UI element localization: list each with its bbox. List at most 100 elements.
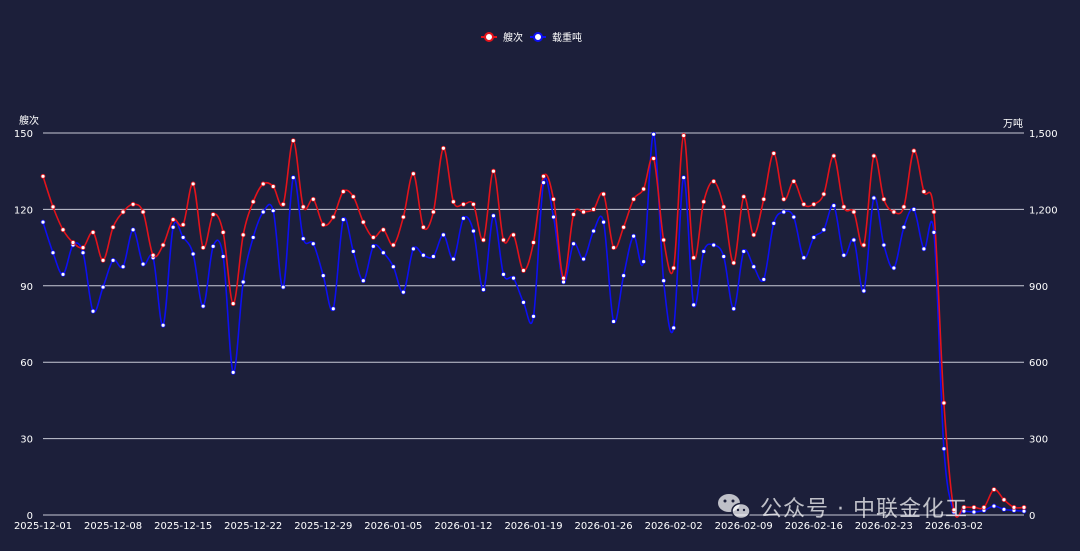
data-point-dwt[interactable]	[871, 195, 877, 201]
data-point-ships[interactable]	[541, 173, 546, 179]
data-point-ships[interactable]	[691, 255, 697, 261]
data-point-dwt[interactable]	[400, 289, 406, 295]
data-point-ships[interactable]	[380, 227, 386, 233]
data-point-dwt[interactable]	[491, 213, 496, 219]
data-point-ships[interactable]	[781, 196, 787, 202]
data-point-ships[interactable]	[471, 201, 476, 207]
data-point-ships[interactable]	[481, 237, 486, 243]
data-point-dwt[interactable]	[110, 257, 116, 263]
data-point-dwt[interactable]	[721, 254, 727, 259]
data-point-ships[interactable]	[511, 232, 516, 238]
data-point-ships[interactable]	[881, 196, 887, 202]
data-point-ships[interactable]	[531, 240, 536, 245]
data-point-dwt[interactable]	[250, 235, 256, 240]
data-point-dwt[interactable]	[60, 271, 66, 277]
data-point-ships[interactable]	[791, 178, 797, 184]
data-point-dwt[interactable]	[561, 279, 566, 285]
data-point-dwt[interactable]	[661, 278, 667, 284]
data-point-dwt[interactable]	[971, 509, 977, 515]
data-point-dwt[interactable]	[641, 259, 647, 265]
data-point-dwt[interactable]	[581, 256, 586, 262]
data-point-ships[interactable]	[130, 201, 136, 207]
data-point-ships[interactable]	[931, 209, 937, 215]
data-point-dwt[interactable]	[771, 221, 777, 226]
data-point-ships[interactable]	[1011, 504, 1017, 510]
data-point-dwt[interactable]	[841, 252, 847, 258]
data-point-dwt[interactable]	[390, 264, 396, 270]
data-point-ships[interactable]	[711, 178, 717, 184]
data-point-dwt[interactable]	[711, 242, 717, 248]
data-point-ships[interactable]	[861, 242, 867, 248]
data-point-ships[interactable]	[841, 204, 847, 210]
data-point-ships[interactable]	[1021, 504, 1027, 510]
data-point-ships[interactable]	[140, 209, 146, 215]
data-point-ships[interactable]	[300, 204, 306, 210]
data-point-dwt[interactable]	[701, 249, 707, 254]
data-point-ships[interactable]	[641, 186, 647, 192]
data-point-dwt[interactable]	[591, 228, 596, 234]
data-point-dwt[interactable]	[130, 227, 136, 233]
data-point-dwt[interactable]	[671, 325, 677, 331]
data-point-ships[interactable]	[521, 268, 526, 273]
data-point-dwt[interactable]	[210, 243, 216, 249]
data-point-ships[interactable]	[190, 181, 196, 187]
data-point-ships[interactable]	[891, 209, 897, 215]
data-point-dwt[interactable]	[481, 287, 486, 293]
data-point-dwt[interactable]	[861, 288, 867, 294]
data-point-ships[interactable]	[400, 214, 406, 220]
data-point-ships[interactable]	[320, 222, 326, 228]
data-point-dwt[interactable]	[360, 278, 366, 284]
data-point-dwt[interactable]	[621, 273, 626, 279]
data-point-ships[interactable]	[551, 196, 556, 202]
data-point-dwt[interactable]	[441, 232, 446, 238]
data-point-ships[interactable]	[971, 504, 977, 510]
data-point-ships[interactable]	[240, 232, 246, 238]
data-point-dwt[interactable]	[451, 256, 456, 262]
data-point-ships[interactable]	[831, 153, 837, 159]
data-point-dwt[interactable]	[270, 208, 276, 214]
data-point-dwt[interactable]	[541, 180, 546, 186]
data-point-ships[interactable]	[821, 191, 827, 197]
data-point-ships[interactable]	[501, 237, 506, 243]
data-point-ships[interactable]	[901, 204, 907, 210]
data-point-ships[interactable]	[661, 237, 667, 243]
data-point-ships[interactable]	[761, 196, 767, 202]
data-point-ships[interactable]	[911, 148, 917, 154]
data-point-ships[interactable]	[150, 252, 156, 258]
data-point-ships[interactable]	[921, 189, 927, 194]
data-point-ships[interactable]	[441, 145, 446, 151]
data-point-ships[interactable]	[611, 245, 616, 251]
data-point-dwt[interactable]	[821, 227, 827, 233]
data-point-ships[interactable]	[731, 260, 737, 266]
data-point-dwt[interactable]	[631, 233, 637, 239]
data-point-dwt[interactable]	[170, 224, 176, 230]
data-point-dwt[interactable]	[991, 503, 997, 509]
data-point-ships[interactable]	[220, 229, 226, 235]
data-point-ships[interactable]	[170, 217, 176, 222]
data-point-ships[interactable]	[961, 504, 967, 510]
data-point-dwt[interactable]	[240, 279, 246, 285]
data-point-ships[interactable]	[390, 242, 396, 248]
data-point-dwt[interactable]	[941, 446, 947, 452]
data-point-dwt[interactable]	[521, 299, 526, 305]
data-point-dwt[interactable]	[140, 261, 146, 267]
data-point-ships[interactable]	[651, 156, 657, 161]
data-point-ships[interactable]	[621, 224, 626, 230]
data-point-ships[interactable]	[40, 173, 46, 179]
data-point-dwt[interactable]	[310, 241, 316, 247]
data-point-ships[interactable]	[50, 204, 56, 210]
data-point-ships[interactable]	[981, 504, 987, 510]
data-point-ships[interactable]	[200, 245, 206, 251]
data-point-dwt[interactable]	[731, 306, 737, 312]
legend-item-ships[interactable]: 艘次	[481, 31, 523, 44]
data-point-ships[interactable]	[451, 199, 456, 205]
data-point-dwt[interactable]	[370, 243, 376, 249]
data-point-ships[interactable]	[340, 189, 346, 194]
data-point-dwt[interactable]	[601, 219, 606, 225]
data-point-ships[interactable]	[330, 214, 336, 220]
data-point-ships[interactable]	[120, 209, 126, 215]
data-point-dwt[interactable]	[260, 209, 266, 215]
data-point-dwt[interactable]	[531, 313, 536, 319]
data-point-ships[interactable]	[591, 206, 596, 212]
data-point-dwt[interactable]	[430, 254, 436, 259]
